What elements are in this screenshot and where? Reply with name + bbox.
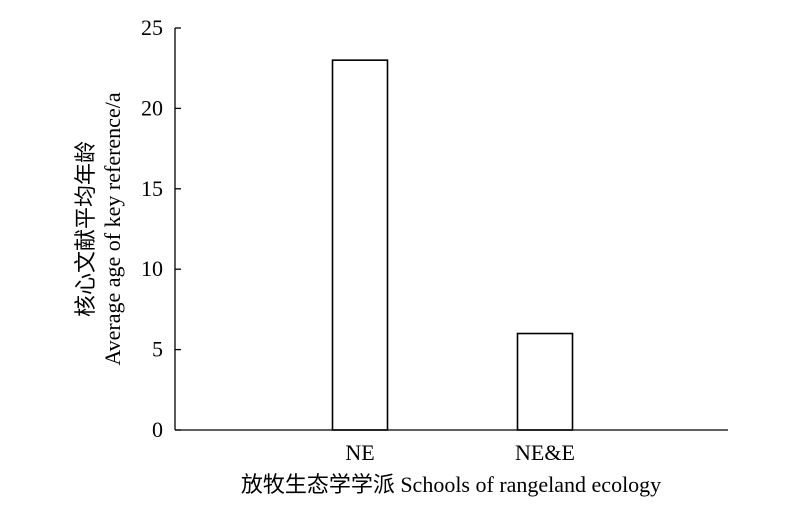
bar-ne-e [516, 332, 574, 431]
y-tick-label: 20 [141, 95, 163, 120]
y-tick-label: 10 [141, 256, 163, 281]
x-axis-title: 放牧生态学学派 Schools of rangeland ecology [241, 472, 661, 497]
x-tick-label: NE [345, 440, 374, 465]
y-tick-label: 25 [141, 15, 163, 40]
y-tick-label: 0 [152, 417, 163, 442]
bars [331, 59, 574, 431]
y-axis-title-en: Average age of key reference/a [100, 92, 125, 365]
bar-ne [331, 59, 389, 431]
x-tick-label: NE&E [515, 440, 575, 465]
y-tick-label: 5 [152, 337, 163, 362]
x-axis-tick-labels: NE NE&E [345, 440, 575, 465]
y-axis-ticks: 0 5 10 15 20 25 [141, 15, 181, 442]
y-tick-label: 15 [141, 176, 163, 201]
y-axis-title-zh: 核心文献平均年龄 [73, 141, 98, 317]
